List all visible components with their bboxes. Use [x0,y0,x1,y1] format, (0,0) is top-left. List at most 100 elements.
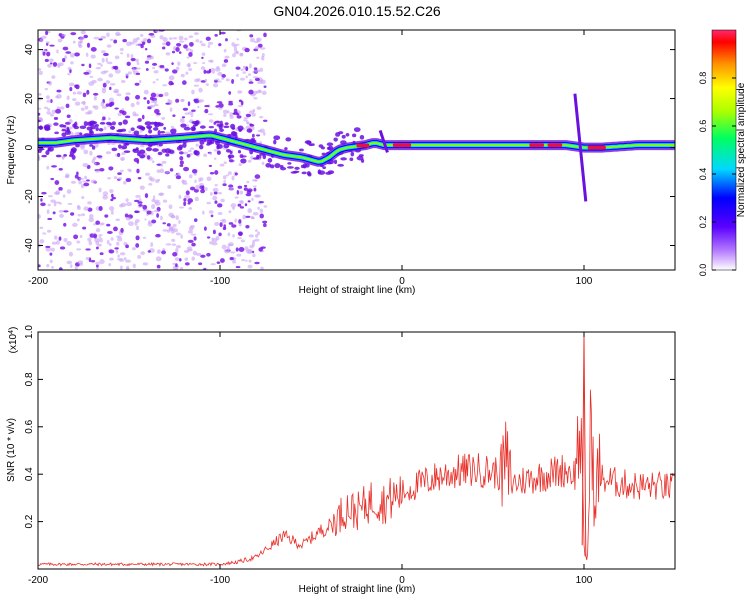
spectral-speckle [204,187,208,191]
trace-hotspot [529,143,544,148]
spectrogram-ylabel: Frequency (Hz) [6,116,17,185]
spectral-speckle [214,221,220,226]
spectral-speckle [99,237,103,243]
spectral-speckle [240,68,244,72]
spectral-speckle [158,94,163,98]
spectral-speckle [210,263,216,266]
x-tick-label: 0 [399,575,405,586]
spectral-speckle [187,101,191,107]
spectral-speckle [216,150,221,155]
spectral-speckle [109,38,114,41]
spectral-speckle [59,124,65,128]
spectral-speckle [136,225,140,231]
spectral-speckle [234,218,237,223]
spectral-speckle [138,198,142,203]
spectral-speckle [175,175,182,180]
spectral-speckle [101,105,107,109]
spectral-speckle [251,215,254,220]
spectral-speckle [101,57,105,63]
spectral-speckle [68,118,73,123]
spectral-speckle [146,38,152,44]
spectral-speckle [180,123,187,128]
spectral-speckle [88,63,92,69]
spectral-speckle [233,108,238,114]
spectral-speckle [50,247,55,252]
spectral-speckle [208,210,214,214]
spectral-speckle [230,251,236,254]
spectral-speckle [99,121,106,125]
spectral-speckle [182,107,189,111]
spectral-speckle [171,50,176,54]
spectral-speckle [246,180,250,184]
spectral-speckle [80,30,86,35]
spectral-speckle [88,213,94,219]
spectral-speckle [137,118,142,123]
spectral-speckle [183,198,187,202]
spectral-speckle [152,66,155,70]
spectral-speckle [45,95,50,100]
spectral-speckle [109,123,113,126]
x-tick-label: -200 [28,276,48,287]
spectral-speckle [156,112,161,115]
spectral-speckle [38,107,42,110]
spectral-speckle [202,210,205,215]
spectral-speckle [222,109,229,114]
spectral-speckle [74,101,81,106]
spectral-speckle [256,134,261,137]
spectral-speckle [135,72,141,76]
spectral-speckle [107,230,113,234]
spectral-speckle [77,42,82,47]
spectral-speckle [53,122,59,126]
spectral-speckle [110,210,114,215]
spectral-speckle [234,196,239,199]
spectral-speckle [44,58,49,63]
spectral-speckle [40,198,43,202]
spectral-speckle [206,201,211,205]
spectral-speckle [172,37,178,40]
spectral-speckle [123,150,131,153]
spectral-speckle [219,128,224,133]
spectral-speckle [199,99,205,103]
spectral-speckle [247,73,252,77]
spectral-speckle [146,125,153,129]
spectral-speckle [109,243,112,247]
spectral-speckle [243,117,249,120]
spectral-speckle [260,266,264,270]
spectral-speckle [119,258,125,263]
spectral-speckle [227,248,231,253]
spectral-speckle [249,63,252,69]
spectral-speckle [200,43,206,47]
spectral-speckle [108,166,114,171]
spectral-speckle [252,76,259,79]
spectral-speckle [200,188,205,194]
spectral-speckle [227,171,232,175]
spectral-speckle [223,125,230,129]
spectral-speckle [116,93,122,97]
spectral-speckle [117,172,122,176]
spectral-speckle [245,215,251,218]
spectral-speckle [135,94,141,100]
spectral-speckle [193,62,198,65]
spectral-speckle [192,124,197,127]
spectral-speckle [64,175,68,179]
spectral-speckle [115,249,119,254]
spectral-speckle [214,78,220,81]
spectral-speckle [135,243,140,248]
spectral-speckle [85,257,90,261]
trace-green [38,134,675,163]
spectral-speckle [208,125,215,129]
spectral-speckle [49,259,53,264]
spectral-speckle [92,105,96,109]
spectral-speckle [62,194,66,198]
spectral-speckle [249,34,254,38]
spectral-speckle [63,210,69,213]
colorbar: 0.0 0.2 0.4 0.6 0.8 Normalized spectral ampl… [698,29,747,276]
spectral-speckle [76,171,79,176]
spectral-speckle [65,51,72,54]
spectral-speckle [186,63,191,68]
spectral-speckle [247,249,253,255]
spectral-speckle [177,61,181,66]
spectral-speckle [222,183,227,187]
spectral-speckle [49,252,53,256]
spectral-speckle [263,85,267,88]
